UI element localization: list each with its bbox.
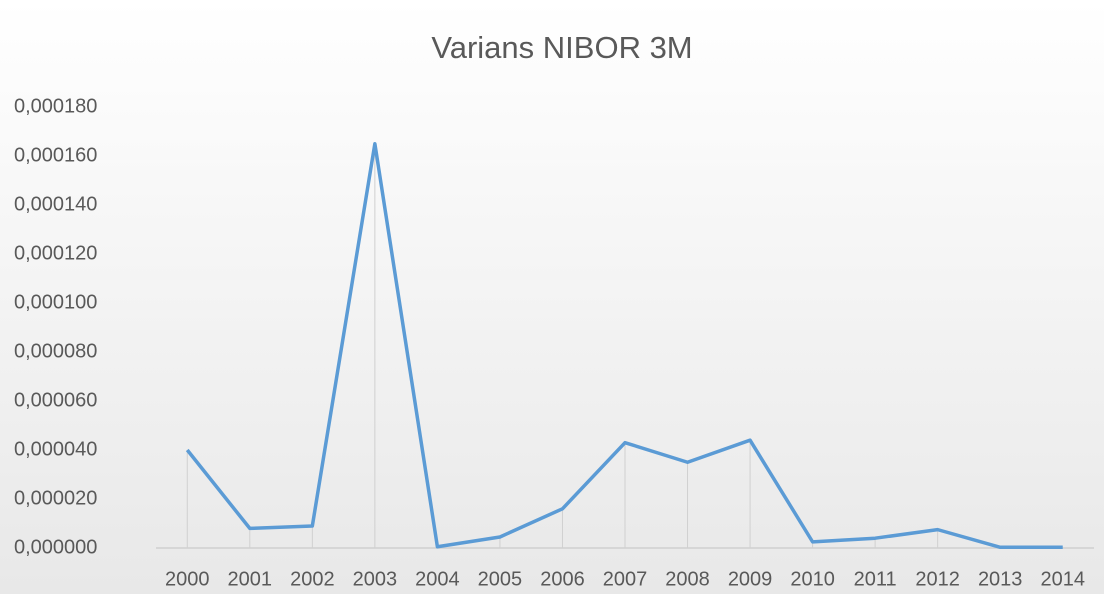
data-line <box>185 142 1063 550</box>
x-tick-label: 2008 <box>665 568 710 590</box>
x-tick-label: 2014 <box>1040 568 1085 590</box>
x-tick-label: 2007 <box>603 568 648 590</box>
y-tick-label: 0,000000 <box>14 536 97 558</box>
y-tick-label: 0,000100 <box>14 291 97 313</box>
y-tick-label: 0,000080 <box>14 340 97 362</box>
chart-title: Varians NIBOR 3M <box>431 30 692 65</box>
x-tick-label: 2005 <box>478 568 523 590</box>
x-tick-label: 2013 <box>978 568 1023 590</box>
y-tick-label: 0,000120 <box>14 242 97 264</box>
y-tick-label: 0,000060 <box>14 389 97 411</box>
x-tick-label: 2012 <box>915 568 960 590</box>
x-tick-label: 2001 <box>228 568 273 590</box>
y-tick-label: 0,000040 <box>14 438 97 460</box>
x-tick-label: 2003 <box>353 568 398 590</box>
x-tick-label: 2000 <box>165 568 210 590</box>
y-tick-label: 0,000160 <box>14 144 97 166</box>
y-tick-label: 0,000020 <box>14 487 97 509</box>
x-tick-label: 2009 <box>728 568 773 590</box>
x-tick-label: 2004 <box>415 568 460 590</box>
y-tick-label: 0,000180 <box>14 95 97 117</box>
x-tick-label: 2010 <box>790 568 835 590</box>
x-tick-label: 2006 <box>540 568 585 590</box>
x-tick-label: 2011 <box>854 568 897 590</box>
x-tick-label: 2002 <box>290 568 335 590</box>
y-tick-label: 0,000140 <box>14 193 97 215</box>
